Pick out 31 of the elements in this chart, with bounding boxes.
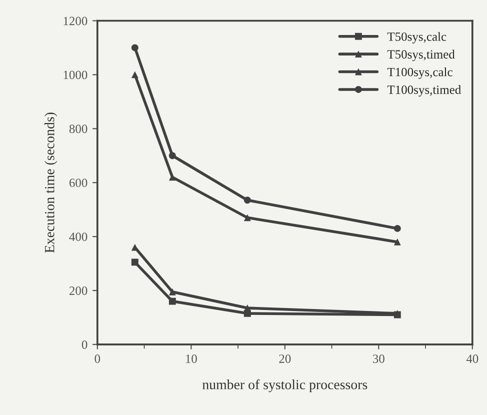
y-tick-label: 800 xyxy=(69,124,88,134)
y-tick-label: 0 xyxy=(82,340,88,349)
point xyxy=(168,174,176,181)
x-tick-label: 20 xyxy=(279,354,291,363)
x-tick-label: 30 xyxy=(372,354,384,363)
legend-label: T100sys,calc xyxy=(387,67,452,79)
point xyxy=(244,196,251,204)
x-tick-label: 10 xyxy=(186,354,197,363)
y-axis-title: Execution time (seconds) xyxy=(44,112,58,253)
x-tick-label: 40 xyxy=(466,354,478,363)
point xyxy=(394,224,401,232)
legend-label: T50sys,calc xyxy=(387,32,446,44)
point xyxy=(244,304,251,312)
point xyxy=(131,258,138,266)
point xyxy=(168,288,176,296)
x-tick-label: 0 xyxy=(94,354,100,363)
y-tick-label: 600 xyxy=(69,178,88,188)
y-tick-label: 400 xyxy=(69,232,88,242)
legend-label: T50sys,timed xyxy=(387,50,455,62)
point xyxy=(131,44,138,52)
point xyxy=(131,71,138,78)
y-tick-label: 1000 xyxy=(64,70,88,80)
point xyxy=(244,214,251,222)
y-tick-label: 200 xyxy=(69,286,88,295)
point xyxy=(131,244,138,251)
x-axis-title: number of systolic processors xyxy=(202,379,368,392)
point xyxy=(394,238,401,246)
y-tick-label: 1200 xyxy=(64,16,88,26)
point xyxy=(168,298,176,305)
point xyxy=(168,152,176,160)
legend-label: T100sys,timed xyxy=(387,85,461,97)
